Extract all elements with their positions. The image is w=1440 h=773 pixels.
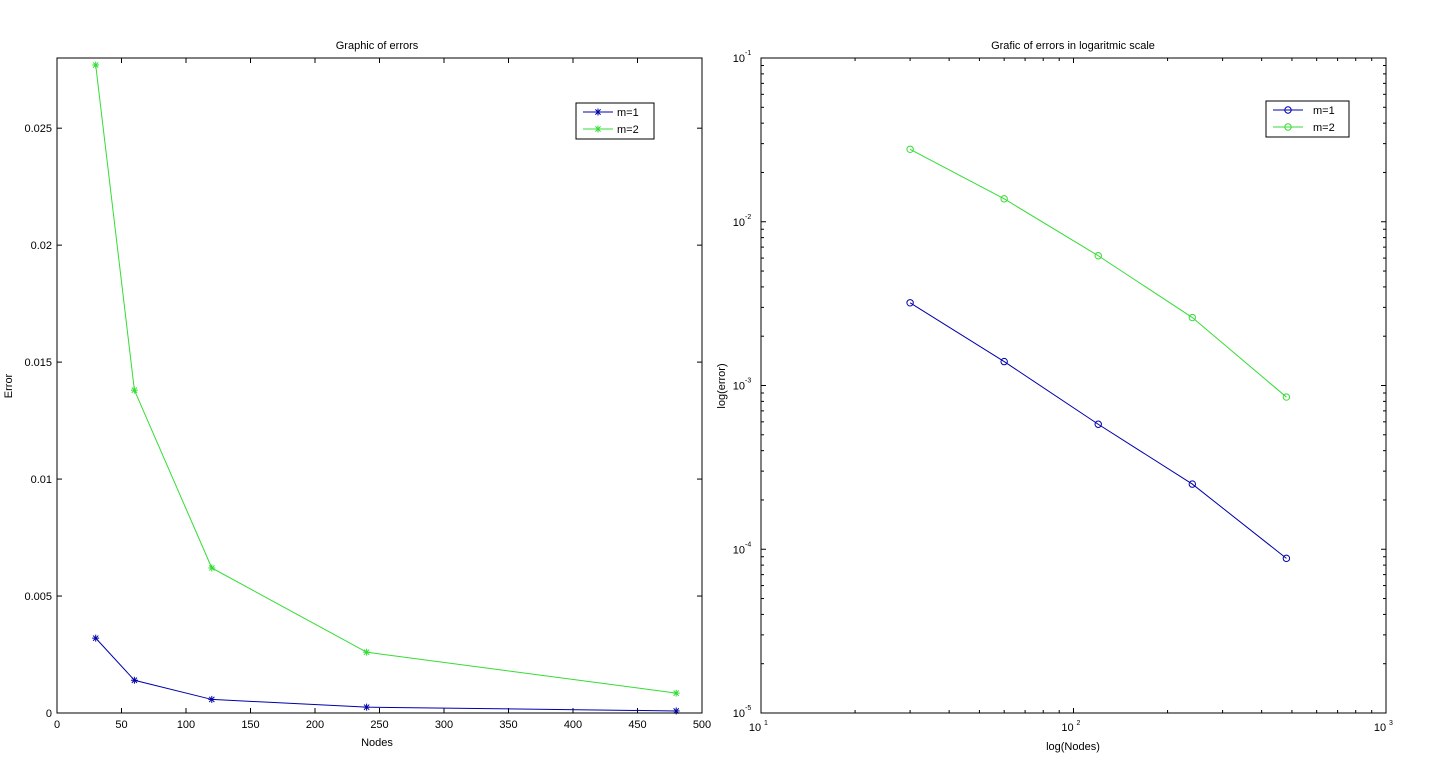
y-tick-label: 10 <box>733 53 745 65</box>
plot-series <box>906 145 1291 563</box>
marker-stroke <box>363 649 370 656</box>
marker-stroke <box>92 62 99 68</box>
y-tick-exponent: -3 <box>745 378 751 385</box>
y-tick-label: 10 <box>733 217 745 229</box>
legend-entry-m2: m=2 <box>1313 122 1335 134</box>
data-point-m2 <box>1282 393 1291 401</box>
legend-box <box>575 102 655 140</box>
legend-marker-m1 <box>594 108 602 116</box>
chart-title: Graphic of errors <box>336 40 419 52</box>
y-tick-exponent: -1 <box>745 50 751 57</box>
x-tick-label: 450 <box>628 719 646 731</box>
marker-stroke <box>595 109 601 115</box>
x-tick-label: 300 <box>435 719 453 731</box>
marker-stroke <box>673 690 680 697</box>
marker-stroke <box>208 565 215 571</box>
data-point-m2 <box>92 61 100 69</box>
data-point-m1 <box>130 676 138 684</box>
marker-stroke <box>208 696 215 703</box>
legend-marker-m2 <box>594 125 602 133</box>
data-point-m2 <box>1188 313 1197 322</box>
data-point-m1 <box>208 695 216 703</box>
marker-stroke <box>363 704 370 711</box>
y-tick-label: 10 <box>733 708 745 720</box>
x-tick-label: 350 <box>499 719 517 731</box>
series-line-m1 <box>909 302 1287 559</box>
x-axis-label: log(Nodes) <box>1046 741 1100 753</box>
x-tick-label: 10 <box>749 722 761 734</box>
data-point-m2 <box>906 145 914 153</box>
x-tick-label: 250 <box>370 719 388 731</box>
data-point-m1 <box>1094 420 1102 428</box>
data-point-m1 <box>92 634 100 642</box>
axis-ticks: 0 50 100 150 200 250 300 350 400 450 500 0 0.005 0.01… <box>24 58 711 731</box>
legend-box <box>1265 100 1350 138</box>
data-point-m2 <box>672 689 680 697</box>
data-point-m2 <box>363 648 371 656</box>
data-point-m1 <box>906 299 914 307</box>
legend-entry-m2: m=2 <box>617 124 639 136</box>
y-tick-label: 0.015 <box>24 357 52 369</box>
data-point-m1 <box>1000 357 1008 366</box>
series-line-m2 <box>909 148 1287 398</box>
y-tick-label: 0.01 <box>31 474 52 486</box>
legend-entry-m1: m=1 <box>1313 105 1335 117</box>
plot-series <box>92 61 680 715</box>
y-tick-exponent: -2 <box>745 214 751 221</box>
plot-area-frame <box>760 57 1387 714</box>
x-tick-label: 10 <box>1374 722 1386 734</box>
x-axis-label: Nodes <box>361 737 393 749</box>
y-tick-label: 0.005 <box>24 591 52 603</box>
legend: m=1 m=2 <box>575 102 655 140</box>
legend-marker-m2 <box>1284 123 1292 131</box>
y-tick-label: 10 <box>733 381 745 393</box>
data-point-m1 <box>363 703 371 711</box>
y-tick-label: 0.025 <box>24 123 52 135</box>
x-tick-label: 150 <box>241 719 259 731</box>
x-tick-exponent: 2 <box>1077 720 1081 727</box>
marker-stroke <box>595 126 601 132</box>
marker-stroke <box>92 635 99 642</box>
x-tick-label: 500 <box>693 719 711 731</box>
y-axis-label: log(error) <box>716 363 728 408</box>
x-tick-label: 100 <box>177 719 195 731</box>
marker-stroke <box>131 677 138 684</box>
legend-marks <box>583 108 613 133</box>
y-tick-exponent: -4 <box>745 541 751 548</box>
data-point-m2 <box>130 386 138 394</box>
linear-error-chart: Graphic of errors Nodes Error 0 50 100 150 2… <box>3 40 711 749</box>
data-point-m2 <box>208 564 216 572</box>
chart-title: Grafic of errors in logaritmic scale <box>991 40 1155 52</box>
y-tick-exponent: -5 <box>745 705 751 712</box>
legend-marks <box>1273 106 1303 131</box>
y-tick-label: 0.02 <box>31 240 52 252</box>
legend-entry-m1: m=1 <box>617 107 639 119</box>
data-point-m1 <box>1282 554 1291 563</box>
x-tick-exponent: 3 <box>1389 720 1393 727</box>
x-tick-label: 400 <box>564 719 582 731</box>
x-tick-exponent: 1 <box>764 720 768 727</box>
x-tick-label: 0 <box>54 719 60 731</box>
data-point-m2 <box>1000 195 1008 203</box>
legend-marker-m1 <box>1284 106 1292 114</box>
data-point-m2 <box>1094 252 1102 260</box>
data-point-m1 <box>1188 480 1197 488</box>
log-error-chart: Grafic of errors in logaritmic scale log… <box>716 40 1393 753</box>
x-tick-label: 10 <box>1061 722 1073 734</box>
y-tick-label: 0 <box>46 708 52 720</box>
plot-area-frame <box>56 57 703 714</box>
marker-stroke <box>131 387 138 394</box>
y-tick-label: 10 <box>733 544 745 556</box>
x-tick-label: 200 <box>306 719 324 731</box>
y-axis-label: Error <box>3 373 15 398</box>
legend: m=1 m=2 <box>1265 100 1350 138</box>
x-tick-label: 50 <box>115 719 127 731</box>
